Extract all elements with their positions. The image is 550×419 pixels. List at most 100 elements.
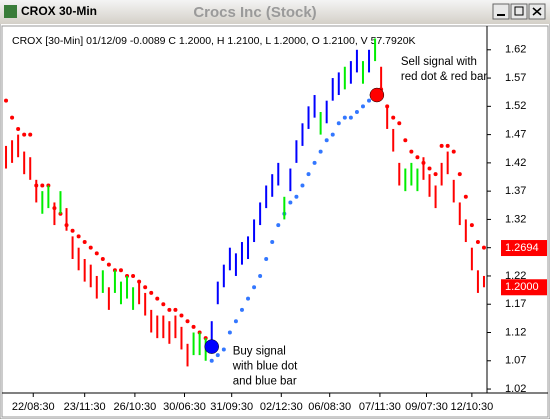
- x-tick-label: 22/08:30: [12, 401, 55, 413]
- sar-dot: [330, 132, 335, 137]
- close-icon: [532, 7, 542, 16]
- y-tick-label: 1.47: [505, 129, 526, 141]
- sar-dot: [342, 115, 347, 120]
- sar-dot: [397, 121, 402, 126]
- sar-dot: [475, 240, 480, 245]
- signal-marker: [204, 339, 219, 354]
- sar-dot: [445, 143, 450, 148]
- sar-dot: [179, 313, 184, 318]
- sar-dot: [336, 121, 341, 126]
- sar-dot: [209, 358, 214, 363]
- signal-annotation: and blue bar: [233, 376, 297, 388]
- y-tick-label: 1.12: [505, 326, 526, 338]
- sar-dot: [348, 115, 353, 120]
- sar-dot: [481, 245, 486, 250]
- x-tick-label: 06/08:30: [308, 401, 351, 413]
- sar-dot: [185, 319, 190, 324]
- sar-dot: [367, 98, 372, 103]
- sar-dot: [215, 353, 220, 358]
- y-tick-label: 1.62: [505, 44, 526, 56]
- chart-border: [1, 25, 549, 418]
- sar-dot: [276, 223, 281, 228]
- price-tag: [501, 240, 547, 257]
- signal-annotation: red dot & red bar: [401, 71, 487, 83]
- sar-dot: [264, 256, 269, 261]
- y-tick-label: 1.32: [505, 213, 526, 225]
- sar-dot: [149, 290, 154, 295]
- window-icon: [4, 5, 17, 18]
- sar-dot: [22, 132, 27, 137]
- sar-dot: [306, 172, 311, 177]
- sar-dot: [82, 240, 87, 245]
- x-tick-label: 07/11:30: [359, 401, 401, 413]
- x-tick-label: 02/12:30: [260, 401, 303, 413]
- y-tick-label: 1.02: [505, 383, 526, 395]
- sar-dot: [300, 183, 305, 188]
- signal-annotation: Buy signal: [233, 346, 286, 358]
- sar-dot: [106, 262, 111, 267]
- sar-dot: [100, 256, 105, 261]
- sar-dot: [131, 273, 136, 278]
- sar-dot: [270, 240, 275, 245]
- sar-dot: [360, 104, 365, 109]
- x-tick-label: 30/06:30: [163, 401, 206, 413]
- price-tag-label: 1.2000: [505, 281, 539, 293]
- sar-dot: [161, 302, 166, 307]
- sar-dot: [10, 115, 15, 120]
- signal-annotation: with blue dot: [232, 361, 298, 373]
- sar-dot: [191, 324, 196, 329]
- maximize-icon: [514, 6, 524, 16]
- sar-dot: [433, 172, 438, 177]
- x-tick-label: 26/10:30: [113, 401, 156, 413]
- info-line: CROX [30-Min] 01/12/09 -0.0089 C 1.2000,…: [12, 35, 416, 47]
- signal-marker: [369, 87, 385, 103]
- sar-dot: [391, 115, 396, 120]
- window-buttons[interactable]: [492, 3, 546, 20]
- sar-dot: [457, 172, 462, 177]
- price-tag: [501, 279, 547, 296]
- sar-dot: [409, 149, 414, 154]
- y-tick-label: 1.22: [505, 270, 526, 282]
- sar-dot: [439, 143, 444, 148]
- sar-dot: [312, 160, 317, 165]
- sar-dot: [227, 330, 232, 335]
- title-bar: [0, 0, 550, 24]
- y-tick-label: 1.42: [505, 157, 526, 169]
- signal-annotation: Sell signal with: [401, 56, 477, 68]
- sar-dot: [252, 285, 257, 290]
- maximize-button[interactable]: [510, 3, 528, 20]
- sar-dot: [221, 347, 226, 352]
- sar-dot: [318, 149, 323, 154]
- price-tag-label: 1.2694: [505, 242, 539, 254]
- chart-title: Crocs Inc (Stock): [193, 4, 316, 21]
- sar-dot: [40, 183, 45, 188]
- y-tick-label: 1.37: [505, 185, 526, 197]
- sar-dot: [88, 245, 93, 250]
- sar-dot: [233, 319, 238, 324]
- minimize-button[interactable]: [492, 3, 510, 20]
- sar-dot: [167, 307, 172, 312]
- sar-dot: [403, 138, 408, 143]
- sar-dot: [354, 109, 359, 114]
- sar-dot: [294, 194, 299, 199]
- sar-dot: [70, 228, 75, 233]
- sar-dot: [469, 223, 474, 228]
- sar-dot: [258, 273, 263, 278]
- sar-dot: [288, 200, 293, 205]
- sar-dot: [324, 138, 329, 143]
- sar-dot: [155, 296, 160, 301]
- x-tick-label: 09/07:30: [405, 401, 448, 413]
- sar-dot: [118, 268, 123, 273]
- x-tick-label: 31/09:30: [210, 401, 253, 413]
- sar-dot: [463, 194, 468, 199]
- sar-dot: [4, 98, 9, 103]
- y-tick-label: 1.57: [505, 72, 526, 84]
- sar-dot: [173, 307, 178, 312]
- sar-dot: [239, 307, 244, 312]
- sar-dot: [28, 132, 33, 137]
- sar-dot: [246, 296, 251, 301]
- sar-dot: [451, 149, 456, 154]
- y-tick-label: 1.07: [505, 355, 526, 367]
